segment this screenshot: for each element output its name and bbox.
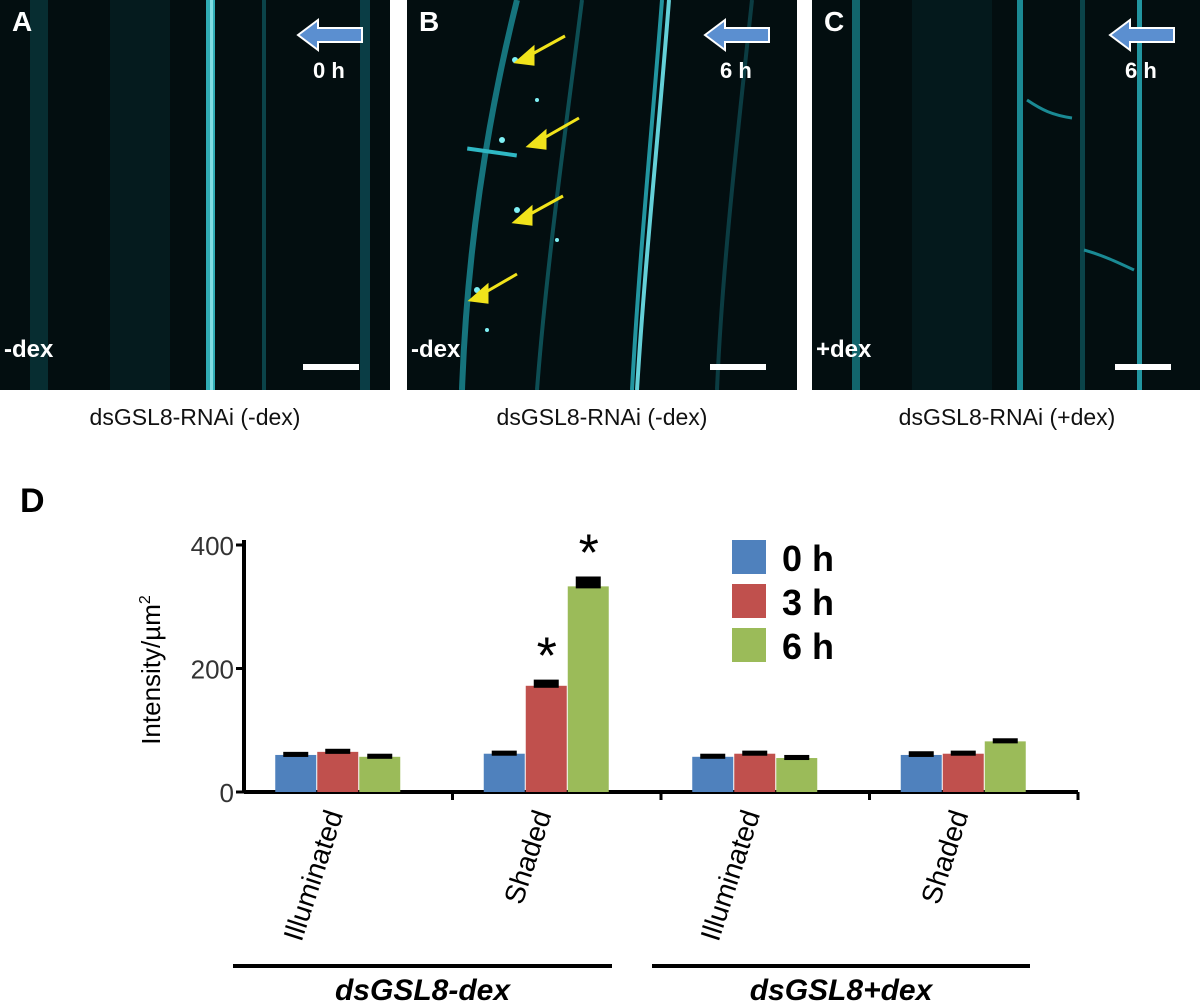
significance-marker: *: [579, 524, 599, 582]
bar-chart: D 0 200 400 Illuminated * * Shaded Illuminated S…: [20, 482, 1080, 1006]
group-label: dsGSL8-dex: [335, 974, 511, 1006]
micrograph-panel-a: A 0 h -dex: [0, 0, 390, 390]
scale-bar-a: [303, 364, 359, 370]
y-tick-label: 200: [191, 655, 234, 685]
group-label-main: dsGSL8: [750, 974, 864, 1006]
micrograph-c-image: [852, 0, 1142, 390]
treatment-label-c: +dex: [816, 336, 872, 363]
bar: [734, 753, 776, 792]
plot-area: 0 200 400 Illuminated * * Shaded Illuminated Sha…: [191, 524, 1080, 1006]
time-label-a: 0 h: [313, 58, 345, 83]
bar: [900, 754, 942, 792]
bar: [984, 741, 1026, 792]
panel-letter-a: A: [12, 6, 33, 37]
error-bar: [700, 753, 726, 759]
time-label-c: 6 h: [1125, 58, 1157, 83]
caption-c: dsGSL8-RNAi (+dex): [898, 404, 1116, 430]
bar: [692, 756, 734, 792]
error-bar: [283, 751, 309, 757]
arrow-icon: [703, 18, 770, 52]
x-tick-label: Illuminated: [695, 806, 766, 944]
treatment-label-b: -dex: [411, 336, 461, 363]
error-bar: [575, 576, 601, 589]
bar: [359, 756, 401, 792]
bar: [483, 753, 525, 792]
bar: [942, 753, 984, 792]
legend-label: 3 h: [782, 582, 834, 623]
error-bar: [992, 738, 1018, 744]
time-label-b: 6 h: [720, 58, 752, 83]
group-label-suffix: -dex: [448, 974, 511, 1006]
pointer-arrows: [467, 34, 580, 304]
arrow-icon: [296, 18, 363, 52]
error-bar: [908, 751, 934, 757]
bar: [776, 758, 818, 792]
legend-swatch: [732, 628, 766, 662]
bar: [567, 586, 609, 792]
error-bar: [491, 750, 517, 756]
micrograph-a-image: [30, 0, 370, 390]
panel-letter-c: C: [824, 6, 845, 37]
x-tick-label: Shaded: [915, 806, 974, 907]
caption-b: dsGSL8-RNAi (-dex): [496, 404, 708, 430]
group-label-suffix: +dex: [863, 974, 934, 1006]
error-bar: [742, 750, 768, 756]
arrow-icon: [1108, 18, 1175, 52]
treatment-label-a: -dex: [4, 336, 54, 363]
error-bar: [784, 754, 810, 761]
x-tick-label: Shaded: [498, 806, 557, 907]
y-axis-label: Intensity/µm2: [136, 595, 166, 745]
error-bar: [367, 753, 393, 759]
significance-marker: *: [537, 628, 557, 686]
scale-bar-b: [710, 364, 766, 370]
group-label-main: dsGSL8: [335, 974, 449, 1006]
legend-swatch: [732, 584, 766, 618]
bar: [275, 754, 317, 792]
x-tick-label: Illuminated: [278, 806, 349, 944]
micrograph-panel-c: C 6 h +dex: [812, 0, 1200, 390]
legend-label: 0 h: [782, 538, 834, 579]
legend-swatch: [732, 540, 766, 574]
panel-letter-b: B: [419, 6, 440, 37]
y-tick-label: 400: [191, 531, 234, 561]
bar: [317, 751, 359, 792]
panel-letter-d: D: [20, 482, 45, 520]
scale-bar-c: [1115, 364, 1171, 370]
error-bar: [325, 748, 351, 754]
y-tick-label: 0: [220, 778, 234, 808]
legend-label: 6 h: [782, 626, 834, 667]
group-label: dsGSL8+dex: [750, 974, 934, 1006]
error-bar: [533, 679, 559, 688]
error-bar: [950, 750, 976, 756]
bar: [525, 685, 567, 792]
micrograph-b-image: [459, 0, 754, 390]
micrograph-panel-b: B 6 h -dex: [407, 0, 797, 390]
caption-a: dsGSL8-RNAi (-dex): [89, 404, 301, 430]
